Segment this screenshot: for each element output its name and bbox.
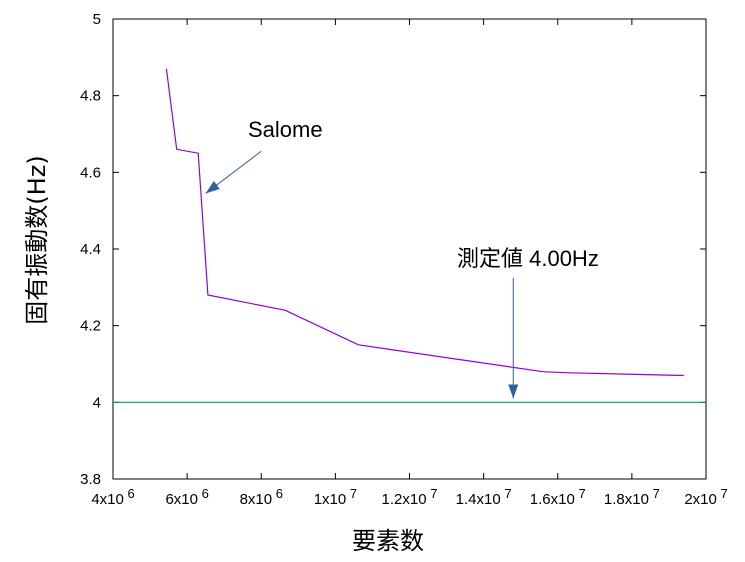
x-axis-title: 要素数 bbox=[352, 527, 424, 555]
x-tick-mantissa: 1x10 bbox=[314, 491, 347, 508]
x-tick-mantissa: 4x10 bbox=[91, 491, 124, 508]
x-tick-exponent: 7 bbox=[575, 486, 586, 501]
x-tick-label: 1.4x10 7 bbox=[456, 486, 512, 508]
x-tick-label: 8x10 6 bbox=[240, 486, 283, 508]
x-tick-label: 2x10 7 bbox=[684, 486, 727, 508]
x-tick-label: 1.6x10 7 bbox=[530, 486, 586, 508]
y-tick-label: 3.8 bbox=[80, 471, 101, 488]
x-tick-mantissa: 8x10 bbox=[240, 491, 273, 508]
x-tick-exponent: 7 bbox=[717, 486, 728, 501]
x-tick-label: 1.2x10 7 bbox=[382, 486, 438, 508]
y-tick-label: 4.8 bbox=[80, 88, 101, 105]
x-tick-label: 1.8x10 7 bbox=[604, 486, 660, 508]
x-tick-mantissa: 1.8x10 bbox=[604, 491, 649, 508]
plot-frame bbox=[112, 18, 707, 480]
x-tick-mantissa: 1.4x10 bbox=[456, 491, 501, 508]
y-tick-label: 4.2 bbox=[80, 318, 101, 335]
x-tick-exponent: 7 bbox=[649, 486, 660, 501]
annotation-arrow-head bbox=[508, 384, 519, 399]
series-line-0 bbox=[165, 68, 684, 377]
y-tick-label: 4.6 bbox=[80, 164, 101, 181]
x-tick-exponent: 6 bbox=[272, 486, 283, 501]
x-tick-exponent: 7 bbox=[346, 486, 357, 501]
x-tick-exponent: 6 bbox=[198, 486, 209, 501]
x-tick-label: 1x10 7 bbox=[314, 486, 357, 508]
y-axis-title-group: 固有振動数(Hz) bbox=[23, 155, 51, 324]
y-tick-label: 4 bbox=[93, 394, 101, 411]
x-tick-mantissa: 1.6x10 bbox=[530, 491, 575, 508]
x-tick-mantissa: 2x10 bbox=[684, 491, 717, 508]
y-axis-title: 固有振動数(Hz) bbox=[23, 155, 51, 324]
x-tick-label: 6x10 6 bbox=[165, 486, 208, 508]
x-tick-mantissa: 6x10 bbox=[165, 491, 198, 508]
y-tick-label: 4.4 bbox=[80, 241, 101, 258]
x-tick-exponent: 6 bbox=[124, 486, 135, 501]
y-tick-label: 5 bbox=[93, 11, 101, 28]
annotation-salome: Salome bbox=[248, 117, 323, 142]
x-tick-label: 4x10 6 bbox=[91, 486, 134, 508]
x-tick-exponent: 7 bbox=[427, 486, 438, 501]
x-tick-mantissa: 1.2x10 bbox=[382, 491, 427, 508]
x-tick-exponent: 7 bbox=[501, 486, 512, 501]
annotation-measured: 測定値 4.00Hz bbox=[457, 246, 599, 271]
annotation-arrow-head bbox=[205, 180, 220, 194]
